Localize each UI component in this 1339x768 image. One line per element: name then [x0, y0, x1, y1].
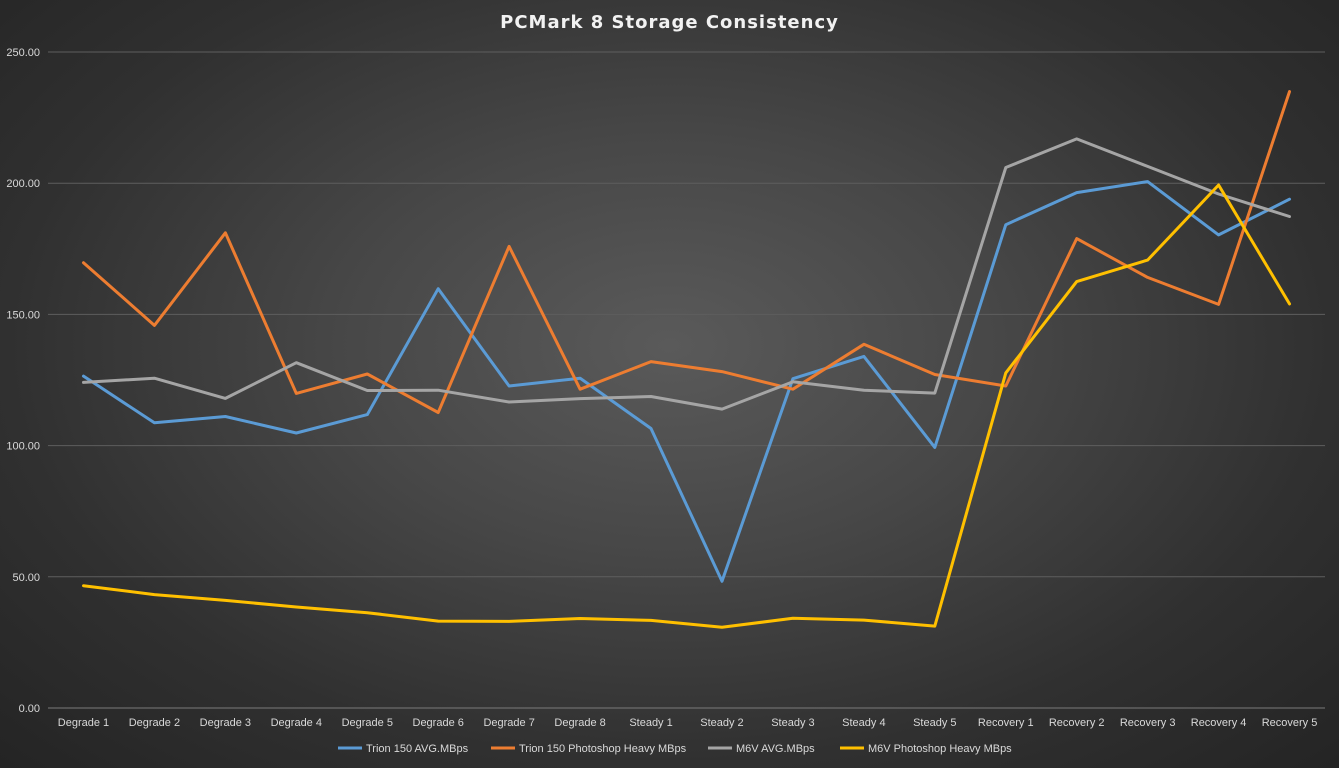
x-tick-label: Degrade 7 [483, 717, 534, 729]
x-tick-label: Recovery 4 [1191, 717, 1247, 729]
x-tick-label: Degrade 3 [200, 717, 251, 729]
chart-title: PCMark 8 Storage Consistency [500, 12, 839, 33]
legend-label: M6V AVG.MBps [736, 743, 815, 755]
x-tick-label: Recovery 2 [1049, 717, 1105, 729]
x-tick-label: Degrade 1 [58, 717, 109, 729]
x-tick-label: Degrade 2 [129, 717, 180, 729]
y-tick-label: 250.00 [6, 47, 40, 59]
series-line-2 [82, 90, 1291, 414]
x-tick-label: Degrade 5 [342, 717, 393, 729]
x-tick-label: Recovery 5 [1262, 717, 1318, 729]
legend-label: Trion 150 AVG.MBps [366, 743, 469, 755]
x-tick-label: Steady 4 [842, 717, 885, 729]
y-tick-label: 100.00 [6, 441, 40, 453]
x-tick-label: Degrade 8 [554, 717, 605, 729]
x-tick-label: Recovery 1 [978, 717, 1034, 729]
series-line-4 [82, 183, 1291, 629]
legend-label: Trion 150 Photoshop Heavy MBps [519, 743, 687, 755]
x-tick-label: Steady 1 [629, 717, 672, 729]
x-tick-label: Steady 5 [913, 717, 956, 729]
x-tick-label: Recovery 3 [1120, 717, 1176, 729]
series-line-3 [82, 137, 1291, 411]
x-tick-label: Steady 2 [700, 717, 743, 729]
series-line-1 [82, 180, 1291, 583]
y-tick-label: 0.00 [19, 703, 40, 715]
legend-label: M6V Photoshop Heavy MBps [868, 743, 1012, 755]
y-tick-label: 200.00 [6, 178, 40, 190]
y-tick-label: 150.00 [6, 309, 40, 321]
x-tick-label: Steady 3 [771, 717, 814, 729]
x-tick-label: Degrade 6 [413, 717, 464, 729]
x-tick-label: Degrade 4 [271, 717, 322, 729]
y-tick-label: 50.00 [12, 572, 40, 584]
